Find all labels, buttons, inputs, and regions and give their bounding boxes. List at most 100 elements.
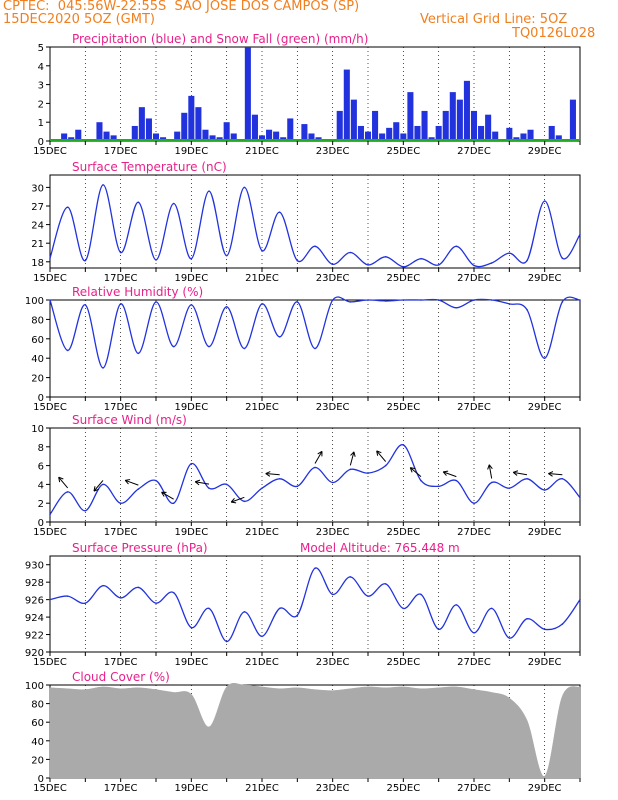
precip-bar bbox=[407, 92, 414, 141]
x-tick-label: 25DEC bbox=[386, 273, 420, 284]
series-point bbox=[579, 598, 581, 601]
series-point bbox=[137, 352, 140, 355]
header-model-code: TQ0126L028 bbox=[512, 26, 596, 41]
y-tick-label: 27 bbox=[31, 202, 44, 213]
y-tick-label: 20 bbox=[31, 374, 44, 385]
x-tick-label: 27DEC bbox=[457, 527, 491, 538]
wind-arrow bbox=[231, 496, 245, 503]
panel-title: Relative Humidity (%) bbox=[72, 285, 203, 299]
y-tick-label: 926 bbox=[25, 596, 44, 607]
wind-arrow bbox=[513, 471, 528, 476]
wind-arrow bbox=[488, 464, 493, 479]
x-tick-label: 21DEC bbox=[245, 402, 279, 413]
series-point bbox=[208, 607, 210, 610]
precip-bar bbox=[103, 131, 110, 141]
precip-bar bbox=[209, 135, 216, 141]
series-point bbox=[102, 483, 104, 486]
header-grid-line: Vertical Grid Line: 5OZ bbox=[420, 12, 568, 27]
y-tick-label: 4 bbox=[38, 480, 44, 491]
x-tick-label: 27DEC bbox=[457, 273, 491, 284]
series-point bbox=[225, 254, 228, 257]
y-tick-label: 80 bbox=[31, 700, 44, 711]
y-tick-label: 18 bbox=[31, 258, 44, 269]
series-point bbox=[579, 233, 581, 236]
x-tick-label: 19DEC bbox=[174, 146, 208, 157]
x-tick-label: 17DEC bbox=[104, 273, 138, 284]
series-point bbox=[261, 303, 263, 305]
x-tick-label: 27DEC bbox=[457, 402, 491, 413]
x-tick-label: 29DEC bbox=[528, 783, 562, 794]
x-tick-label: 15DEC bbox=[33, 402, 67, 413]
precip-bar bbox=[435, 125, 442, 141]
x-tick-label: 17DEC bbox=[104, 402, 138, 413]
series-point bbox=[367, 472, 369, 474]
series-point bbox=[49, 257, 51, 259]
panel-frame bbox=[49, 427, 581, 523]
x-tick-label: 23DEC bbox=[316, 402, 350, 413]
series-point bbox=[561, 623, 564, 625]
series-point bbox=[526, 259, 528, 262]
y-tick-label: 30 bbox=[31, 183, 44, 194]
series-point bbox=[137, 488, 140, 490]
y-tick-label: 924 bbox=[25, 613, 44, 624]
series-point bbox=[437, 485, 440, 488]
precip-bar bbox=[174, 131, 181, 141]
wind-arrow-head bbox=[93, 486, 99, 492]
wind-arrow-head bbox=[376, 450, 382, 456]
series-point bbox=[526, 618, 528, 620]
precip-bar bbox=[421, 110, 428, 141]
y-tick-label: 2 bbox=[38, 499, 44, 510]
series-point bbox=[84, 304, 87, 306]
series-point bbox=[526, 477, 528, 480]
series-point bbox=[119, 303, 122, 305]
precip-bar bbox=[287, 118, 294, 141]
series-point bbox=[172, 345, 175, 348]
series-point bbox=[243, 186, 246, 189]
wind-arrow bbox=[93, 480, 104, 492]
header-run-time: 15DEC2020 5OZ (GMT) bbox=[3, 12, 155, 27]
y-tick-label: 100 bbox=[25, 296, 44, 307]
series-point bbox=[66, 206, 69, 209]
series-point bbox=[420, 257, 422, 260]
precip-bar bbox=[379, 133, 386, 141]
series-point bbox=[225, 483, 228, 486]
x-tick-label: 25DEC bbox=[386, 783, 420, 794]
panel-title: Surface Wind (m/s) bbox=[72, 413, 187, 427]
y-tick-label: 1 bbox=[38, 118, 44, 129]
series-point bbox=[296, 614, 299, 617]
x-tick-label: 23DEC bbox=[316, 783, 350, 794]
series-point bbox=[384, 464, 387, 467]
y-tick-label: 5 bbox=[38, 43, 44, 54]
y-tick-label: 920 bbox=[25, 648, 44, 659]
series-point bbox=[119, 251, 122, 254]
precip-bar bbox=[527, 129, 534, 141]
y-tick-label: 928 bbox=[25, 578, 44, 589]
series-point bbox=[455, 306, 458, 309]
x-tick-label: 19DEC bbox=[174, 273, 208, 284]
y-tick-label: 40 bbox=[31, 737, 44, 748]
x-tick-label: 25DEC bbox=[386, 146, 420, 157]
wind-arrow bbox=[376, 450, 387, 462]
series-point bbox=[437, 299, 440, 301]
series-point bbox=[455, 245, 458, 248]
series-point bbox=[190, 626, 193, 629]
series-point bbox=[490, 262, 493, 264]
series-point bbox=[526, 308, 528, 311]
x-tick-label: 29DEC bbox=[528, 657, 562, 668]
series-point bbox=[579, 496, 581, 499]
series-point bbox=[384, 256, 387, 258]
series-point bbox=[261, 487, 263, 489]
precip-bar bbox=[350, 99, 357, 141]
precip-bar bbox=[258, 135, 266, 141]
precip-bar bbox=[145, 118, 152, 141]
y-tick-label: 0 bbox=[38, 137, 44, 148]
precip-bar bbox=[393, 122, 400, 141]
wind-arrow bbox=[195, 481, 210, 485]
series-point bbox=[190, 257, 193, 260]
series-point bbox=[437, 628, 440, 631]
precip-bar bbox=[548, 125, 555, 141]
series-point bbox=[172, 202, 175, 205]
precip-bar bbox=[273, 131, 280, 141]
series-point bbox=[508, 252, 511, 254]
